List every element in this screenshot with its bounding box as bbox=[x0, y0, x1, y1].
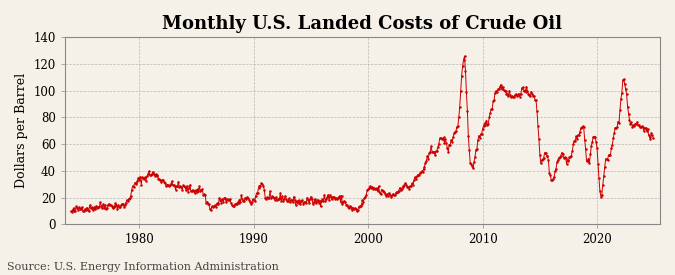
Text: Source: U.S. Energy Information Administration: Source: U.S. Energy Information Administ… bbox=[7, 262, 279, 272]
Y-axis label: Dollars per Barrel: Dollars per Barrel bbox=[15, 73, 28, 188]
Title: Monthly U.S. Landed Costs of Crude Oil: Monthly U.S. Landed Costs of Crude Oil bbox=[163, 15, 562, 33]
